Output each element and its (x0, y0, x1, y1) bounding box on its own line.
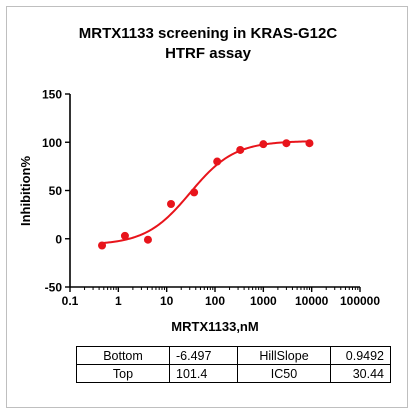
chart-title-line-1: MRTX1133 screening in KRAS-G12C (78, 25, 338, 42)
data-point (98, 241, 107, 250)
data-point (213, 157, 222, 166)
data-point (259, 140, 268, 149)
table-cell-label: HillSlope (237, 346, 331, 365)
x-tick-label: 1000 (250, 294, 277, 308)
x-tick-label: 10 (160, 294, 174, 308)
data-point (190, 188, 199, 197)
table-cell-value: 101.4 (169, 364, 238, 383)
data-point (143, 235, 152, 244)
data-points (98, 139, 314, 250)
x-axis: 0.1 1 10 100 1000 10000 100000 (62, 286, 380, 308)
data-point (236, 145, 245, 154)
y-tick-label: 100 (42, 136, 62, 150)
figure-frame (6, 6, 408, 408)
y-tick-label: 0 (55, 232, 62, 246)
y-ticks: -50 0 50 100 150 (42, 88, 70, 295)
table-cell-value: 0.9492 (330, 346, 391, 365)
fit-results-table: Bottom -6.497 HillSlope 0.9492 Top 101.4… (76, 346, 391, 383)
table-cell-label: Bottom (76, 346, 170, 365)
chart-title: MRTX1133 screening in KRAS-G12C HTRF ass… (0, 24, 416, 64)
x-tick-label: 100000 (340, 294, 380, 308)
x-ticks: 0.1 1 10 100 1000 10000 100000 (62, 287, 380, 308)
table-cell-label: Top (76, 364, 170, 383)
data-point (120, 231, 129, 240)
x-tick-label: 1 (115, 294, 122, 308)
table-cell-value: 30.44 (330, 364, 391, 383)
table-cell-value: -6.497 (169, 346, 238, 365)
table-row: Bottom -6.497 HillSlope 0.9492 (76, 346, 391, 365)
data-point (167, 200, 176, 209)
table-row: Top 101.4 IC50 30.44 (76, 364, 391, 383)
chart-title-line-2: HTRF assay (165, 45, 251, 62)
x-axis-label: MRTX1133,nM (171, 319, 258, 334)
x-tick-label: 100 (205, 294, 225, 308)
y-axis-label: Inhibition% (18, 156, 33, 226)
data-point (282, 139, 291, 148)
y-tick-label: 150 (42, 88, 62, 102)
data-point (305, 139, 314, 148)
table-cell-label: IC50 (237, 364, 331, 383)
x-tick-label: 10000 (295, 294, 329, 308)
x-tick-label: 0.1 (62, 294, 79, 308)
y-tick-label: 50 (49, 184, 63, 198)
y-axis: -50 0 50 100 150 (42, 88, 71, 295)
fit-curve (101, 140, 310, 245)
y-tick-label: -50 (45, 281, 63, 295)
